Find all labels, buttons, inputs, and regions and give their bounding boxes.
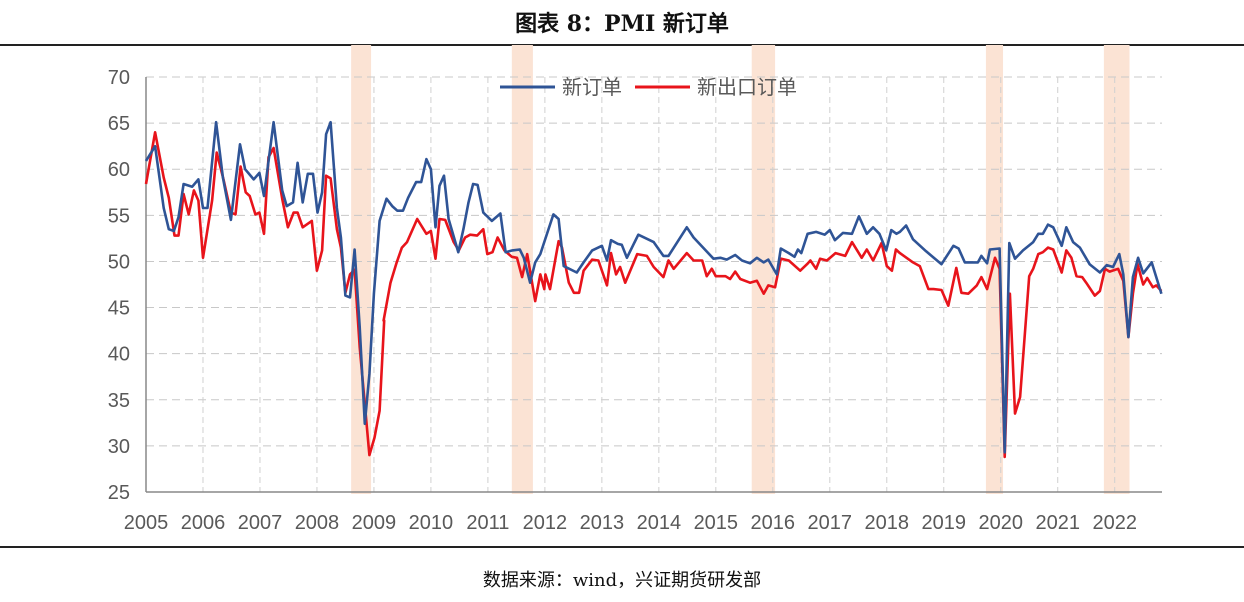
x-tick-label: 2018 — [865, 512, 910, 534]
highlight-band — [511, 45, 533, 494]
y-tick-label: 45 — [108, 298, 130, 320]
y-tick-label: 35 — [108, 390, 130, 412]
x-tick-label: 2020 — [978, 512, 1023, 534]
y-tick-label: 65 — [108, 113, 130, 135]
x-tick-label: 2012 — [523, 512, 568, 534]
y-tick-label: 70 — [108, 67, 130, 89]
y-tick-label: 50 — [108, 251, 130, 273]
y-tick-label: 60 — [108, 159, 130, 181]
x-tick-label: 2007 — [238, 512, 283, 534]
y-tick-label: 40 — [108, 344, 130, 366]
top-divider — [0, 44, 1244, 46]
x-tick-label: 2011 — [466, 512, 509, 534]
x-tick-label: 2017 — [808, 512, 853, 534]
x-tick-label: 2008 — [295, 512, 340, 534]
x-tick-label: 2014 — [637, 512, 682, 534]
y-tick-label: 30 — [108, 436, 130, 458]
x-tick-label: 2016 — [751, 512, 796, 534]
y-tick-label: 55 — [108, 205, 130, 227]
legend-label-new-orders: 新订单 — [562, 76, 622, 99]
legend-label-new-export-orders: 新出口订单 — [697, 76, 797, 99]
x-tick-label: 2021 — [1035, 512, 1080, 534]
x-tick-label: 2010 — [409, 512, 454, 534]
series-line-new-orders — [144, 120, 1163, 454]
chart-title: 图表 8：PMI 新订单 — [515, 11, 729, 37]
legend: 新订单 新出口订单 — [500, 76, 797, 99]
x-tick-label: 2015 — [694, 512, 739, 534]
x-tick-label: 2005 — [124, 512, 169, 534]
highlight-band — [351, 45, 372, 494]
bottom-divider — [0, 546, 1244, 548]
x-tick-label: 2006 — [181, 512, 226, 534]
highlight-band — [751, 45, 776, 494]
x-tick-label: 2013 — [580, 512, 625, 534]
x-tick-label: 2009 — [352, 512, 397, 534]
x-tick-label: 2019 — [922, 512, 967, 534]
source-note: 数据来源：wind，兴证期货研发部 — [482, 570, 762, 591]
x-tick-label: 2022 — [1092, 512, 1137, 534]
y-tick-label: 25 — [108, 482, 130, 504]
highlight-band — [985, 45, 1004, 494]
